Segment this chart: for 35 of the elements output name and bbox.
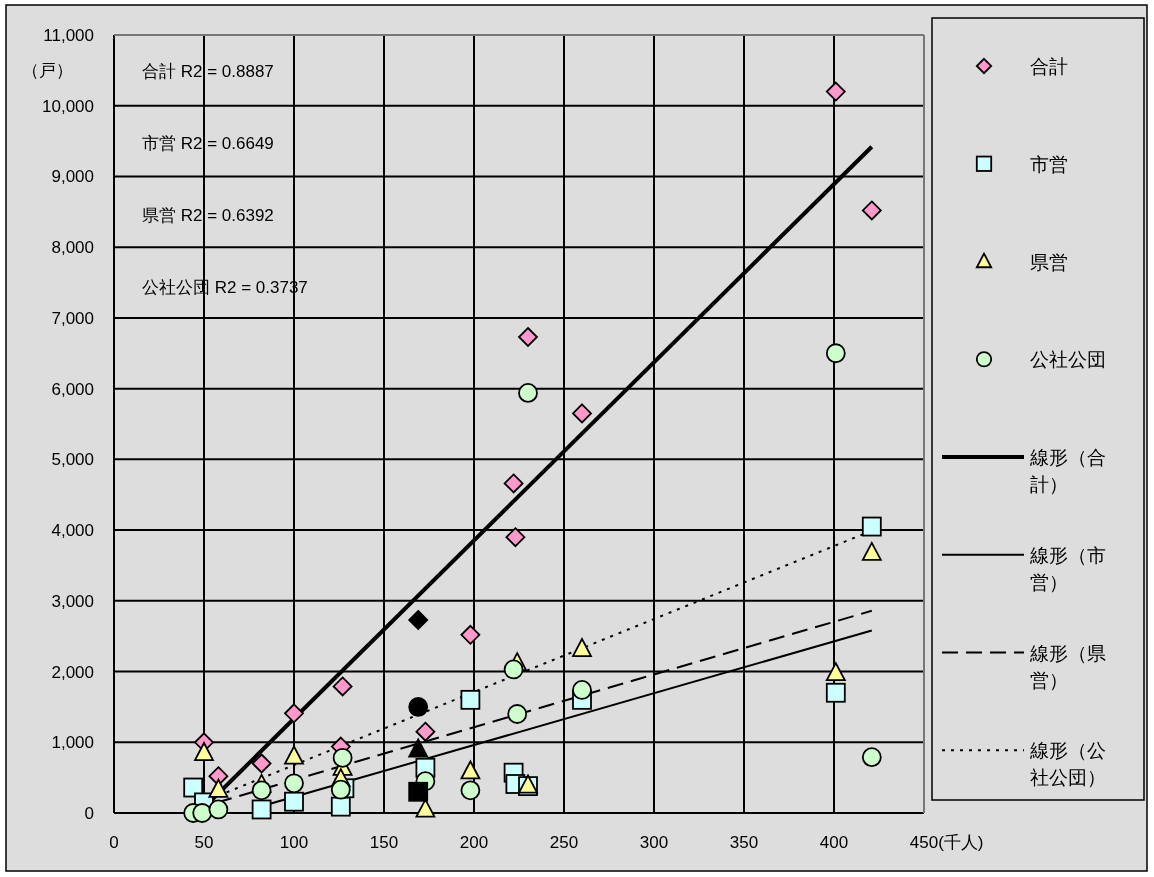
y-tick-label: 10,000: [42, 96, 94, 116]
legend-label: 線形（市営）: [1029, 544, 1106, 593]
x-tick-label: 350: [729, 833, 759, 852]
legend-label: 市営: [1030, 153, 1068, 175]
x-tick-label: 250: [549, 833, 579, 852]
x-tick-label: 200: [459, 833, 489, 852]
legend-label: 公社公団: [1030, 349, 1106, 371]
legend-label: 線形（県営）: [1029, 642, 1106, 691]
x-tick-label: 50: [194, 833, 214, 852]
y-tick-label: 4,000: [51, 521, 94, 541]
y-tick-label: 2,000: [51, 662, 94, 682]
x-tick-label: 300: [639, 833, 669, 852]
y-tick-label: 11,000: [43, 26, 94, 45]
y-tick-label: 9,000: [51, 167, 94, 187]
x-tick-label: 450: [909, 833, 939, 852]
y-tick-label: 5,000: [51, 450, 94, 470]
x-axis-title: (千人): [938, 833, 984, 852]
annotation: 市営 R2 = 0.6649: [142, 134, 274, 153]
legend-label: 線形（公社公団）: [1029, 740, 1106, 789]
x-tick-label: 100: [279, 833, 309, 852]
y-tick-label: 6,000: [51, 379, 94, 399]
y-axis-title: （戸）: [22, 61, 73, 80]
y-tick-label: 0: [84, 804, 94, 823]
y-tick-label: 3,000: [51, 591, 94, 611]
annotation: 合計 R2 = 0.8887: [142, 62, 274, 81]
y-tick-label: 7,000: [51, 308, 94, 328]
y-tick-label: 8,000: [51, 238, 94, 258]
x-tick-label: 400: [819, 833, 849, 852]
x-tick-label: 150: [369, 833, 399, 852]
legend-label: 県営: [1030, 251, 1068, 273]
y-tick-label: 1,000: [51, 733, 94, 753]
x-tick-label: 0: [109, 833, 119, 852]
annotation: 県営 R2 = 0.6392: [142, 206, 274, 225]
legend-label: 合計: [1030, 56, 1068, 77]
legend-label: 線形（合計）: [1029, 447, 1106, 495]
